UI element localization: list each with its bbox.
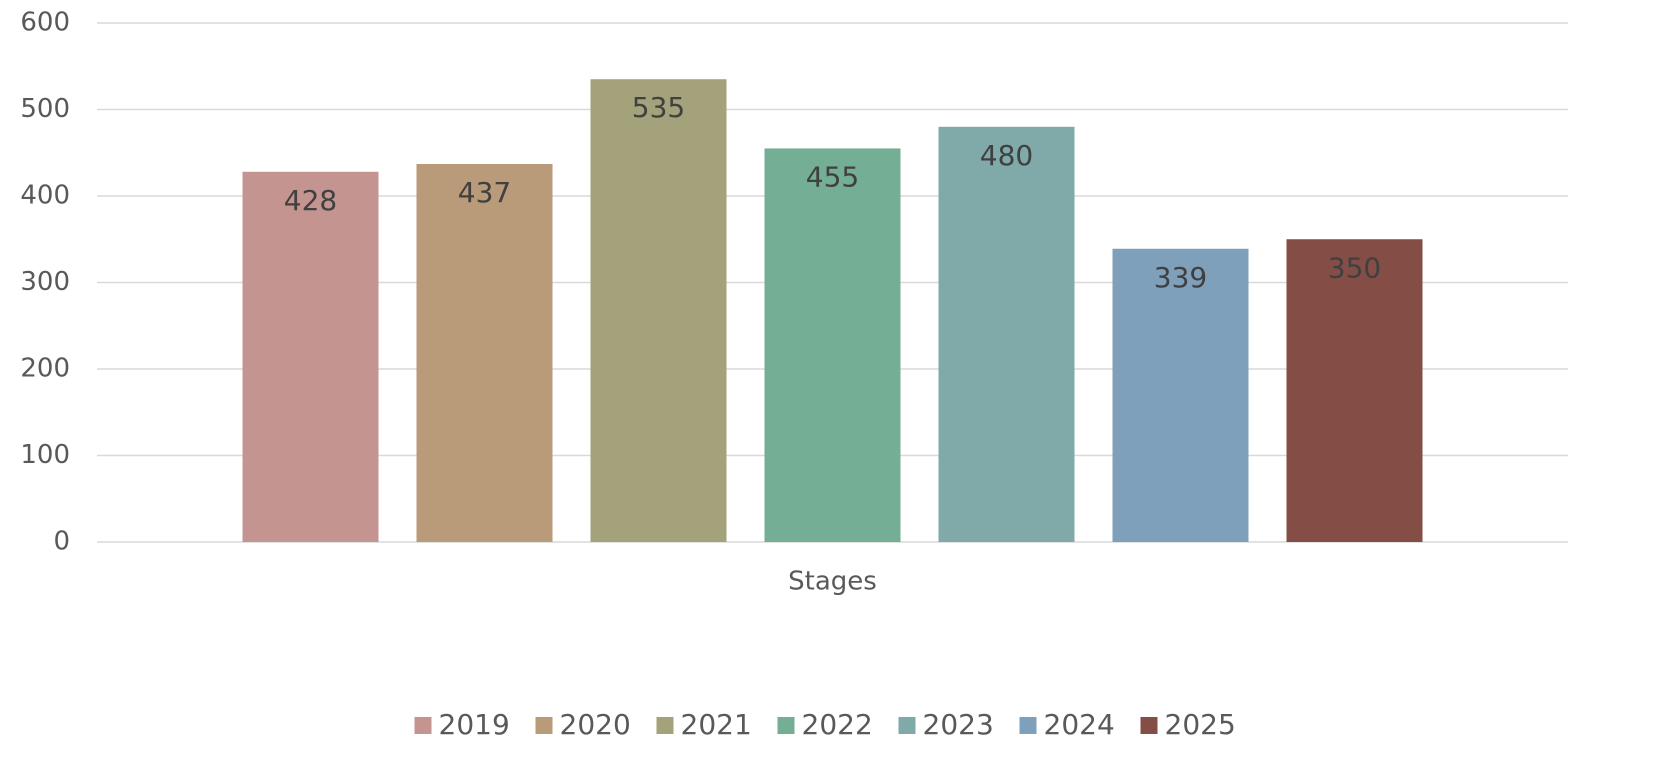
y-tick-label: 200 [20, 354, 70, 384]
legend-swatch [898, 717, 916, 734]
data-label: 350 [1328, 251, 1381, 284]
bar [590, 79, 727, 542]
x-tick-label: Stages [788, 567, 877, 597]
y-tick-label: 300 [20, 267, 70, 297]
y-tick-label: 600 [20, 8, 70, 38]
legend-label: 2022 [802, 708, 873, 741]
legend-label: 2019 [439, 708, 510, 741]
bar [1112, 248, 1249, 542]
y-tick-label: 500 [20, 94, 70, 124]
bar [764, 148, 901, 543]
legend-swatch [656, 717, 674, 734]
data-label: 339 [1154, 261, 1207, 294]
legend-label: 2021 [681, 708, 752, 741]
legend-label: 2025 [1165, 708, 1236, 741]
y-tick-label: 100 [20, 440, 70, 470]
y-tick-label: 0 [53, 527, 70, 557]
legend-swatch [1019, 717, 1037, 734]
bar [938, 126, 1075, 543]
legend-label: 2020 [560, 708, 631, 741]
data-label: 437 [458, 176, 511, 209]
data-label: 480 [980, 139, 1033, 172]
legend-label: 2024 [1044, 708, 1115, 741]
data-label: 428 [284, 184, 337, 217]
legend-swatch [535, 717, 553, 734]
legend-swatch [414, 717, 432, 734]
y-tick-label: 400 [20, 181, 70, 211]
bar [242, 171, 379, 542]
legend-swatch [777, 717, 795, 734]
data-label: 455 [806, 160, 859, 193]
legend-swatch [1140, 717, 1158, 734]
bar [416, 163, 553, 542]
data-label: 535 [632, 91, 685, 124]
legend-label: 2023 [923, 708, 994, 741]
bar [1286, 239, 1423, 542]
